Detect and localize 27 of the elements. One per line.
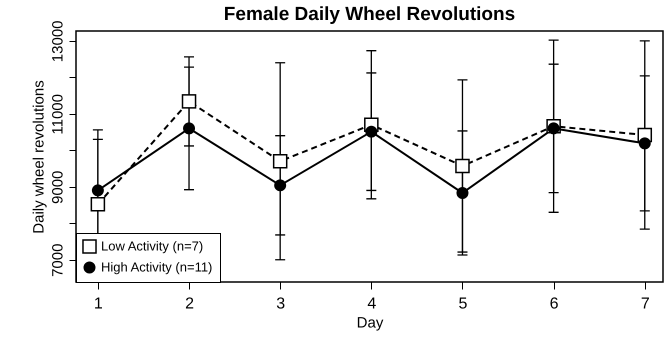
point — [455, 158, 470, 174]
x-tick-label: 4 — [367, 296, 376, 312]
point — [90, 197, 106, 212]
point — [92, 184, 104, 196]
x-axis-title: Day — [356, 314, 384, 332]
point — [456, 187, 468, 199]
y-axis-title: Daily wheel revolutions — [30, 80, 48, 234]
x-tick-label: 1 — [94, 296, 103, 312]
point — [274, 179, 286, 192]
legend-label: Low Activity (n=7) — [101, 238, 204, 254]
point — [365, 126, 378, 138]
point — [638, 137, 651, 150]
x-tick-label: 6 — [550, 296, 559, 312]
point — [272, 154, 288, 169]
chart-title: Female Daily Wheel Revolutions — [224, 4, 516, 25]
x-tick-label: 2 — [185, 296, 194, 312]
legend-label: High Activity (n=11) — [101, 260, 212, 274]
point — [182, 94, 196, 109]
point — [183, 122, 196, 134]
y-tick-label: 11000 — [50, 94, 66, 135]
y-tick-label: 13000 — [50, 20, 66, 62]
x-tick-label: 7 — [640, 296, 650, 312]
y-tick-label: 7000 — [50, 244, 66, 277]
point — [548, 122, 560, 134]
x-tick-label: 3 — [276, 296, 286, 312]
y-tick-label: 9000 — [50, 170, 66, 204]
x-tick-label: 5 — [458, 296, 468, 312]
